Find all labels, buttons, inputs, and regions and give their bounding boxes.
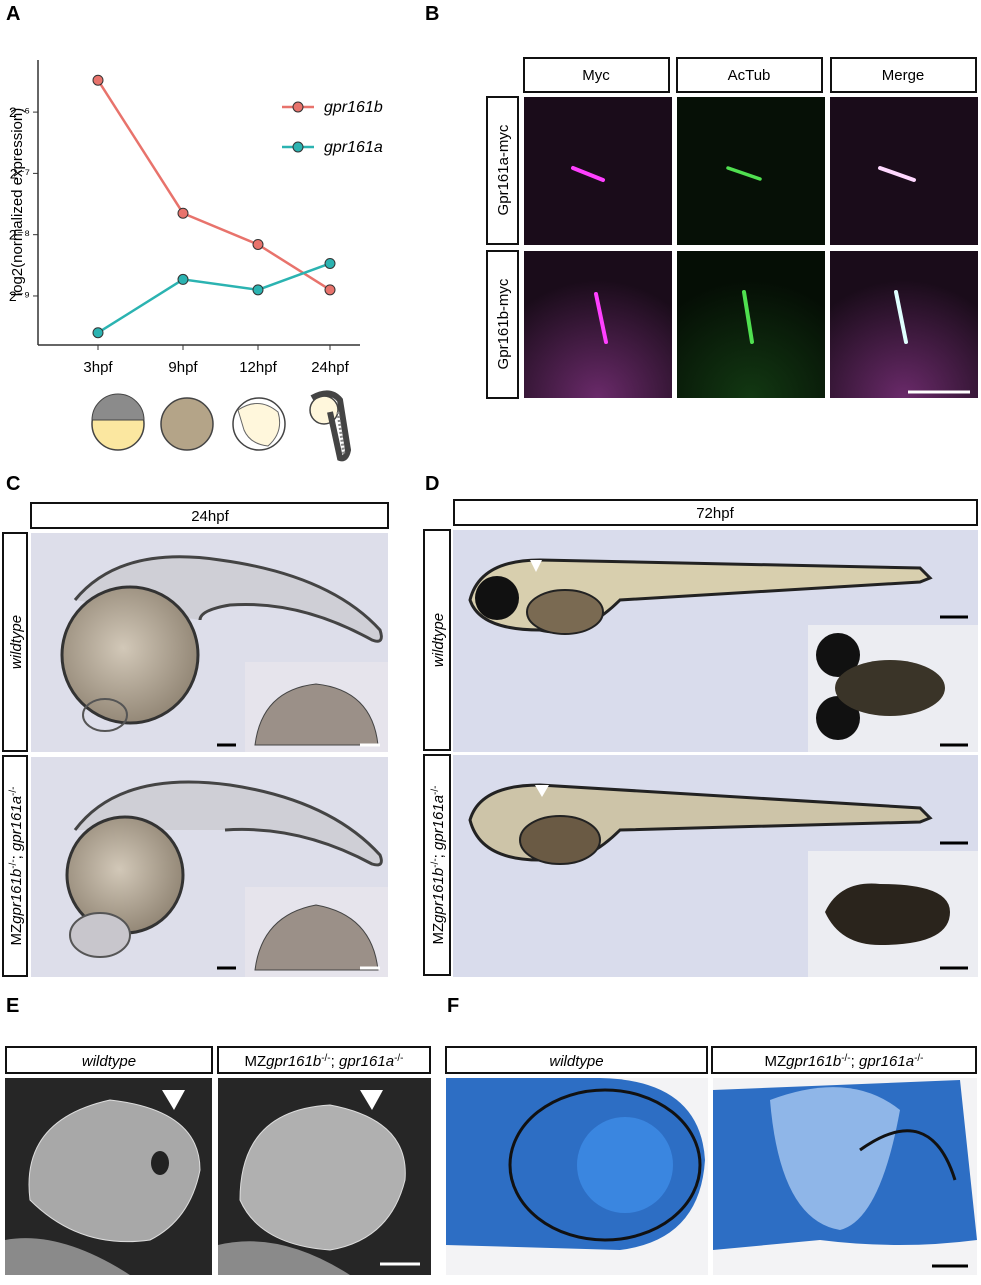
label-part: wildtype (549, 1053, 603, 1070)
row-label: wildtype (8, 615, 25, 669)
column-header: MZgpr161b-/-; gpr161a-/- (244, 1053, 403, 1071)
data-point (177, 273, 189, 285)
panel-label: F (447, 995, 459, 1017)
label-box (423, 529, 451, 751)
legend-dot (292, 141, 304, 153)
label-part: ; (331, 1053, 339, 1070)
label-part: wildtype (8, 615, 25, 669)
column-header: AcTub (728, 67, 771, 84)
y-tick-label: 2⁻⁷ (10, 165, 30, 181)
label-part: gpr161a (430, 795, 447, 850)
label-part: MZ (8, 924, 25, 946)
data-point (324, 257, 336, 269)
label-box (486, 96, 519, 245)
label-box (5, 1046, 213, 1074)
label-box (445, 1046, 708, 1074)
label-part: wildtype (430, 613, 447, 667)
y-axis-label: log2(normalized expression) (9, 108, 26, 296)
legend-label: gpr161a (324, 139, 383, 156)
histology-images (446, 1078, 977, 1275)
row-label: MZgpr161b-/-; gpr161a-/- (430, 785, 448, 944)
label-box (711, 1046, 977, 1074)
y-tick-label: 2⁻⁶ (9, 104, 30, 120)
legend-label: gpr161b (324, 99, 383, 116)
stage-icons (91, 390, 352, 462)
row-label: wildtype (430, 613, 447, 667)
embryo-24hpf-images (31, 533, 388, 977)
column-header: MZgpr161b-/-; gpr161a-/- (764, 1053, 923, 1071)
column-header: wildtype (82, 1053, 136, 1070)
panel-label: E (6, 995, 19, 1017)
larva-72hpf-images (453, 530, 978, 977)
label-part: MZ (430, 923, 447, 945)
x-tick-label: 24hpf (311, 359, 349, 376)
data-point (177, 207, 189, 219)
label-part: ; (851, 1053, 859, 1070)
label-part: gpr161a (8, 796, 25, 851)
label-part: gpr161a (859, 1053, 914, 1070)
label-part: -/- (321, 1053, 330, 1064)
data-point (252, 284, 264, 296)
data-point (92, 327, 104, 339)
legend-dot (292, 101, 304, 113)
data-point (92, 74, 104, 86)
row-label: MZgpr161b-/-; gpr161a-/- (8, 786, 26, 945)
label-part: MZ (764, 1053, 786, 1070)
label-box (486, 250, 519, 399)
label-part: gpr161b (8, 869, 25, 924)
label-part: -/- (430, 858, 441, 867)
y-tick-label: 2⁻⁸ (9, 227, 30, 243)
x-tick-label: 12hpf (239, 359, 277, 376)
label-part: gpr161b (266, 1053, 321, 1070)
label-box (2, 755, 28, 977)
column-header: wildtype (549, 1053, 603, 1070)
label-part: ; (430, 850, 447, 858)
sem-images (5, 1078, 431, 1275)
panel-header: 24hpf (191, 508, 229, 525)
label-part: -/- (8, 859, 19, 868)
label-part: gpr161a (339, 1053, 394, 1070)
y-tick-label: 2⁻⁹ (9, 288, 30, 304)
row-label: Gpr161a-myc (495, 124, 512, 215)
column-header: Merge (882, 67, 925, 84)
label-part: MZ (244, 1053, 266, 1070)
series-line (96, 79, 331, 291)
series-line (97, 262, 331, 334)
label-box (217, 1046, 431, 1074)
label-box (30, 502, 389, 529)
label-part: gpr161b (786, 1053, 841, 1070)
x-tick-label: 3hpf (83, 359, 113, 376)
label-part: gpr161b (430, 868, 447, 923)
panel-label: B (425, 3, 439, 25)
label-part: -/- (394, 1053, 403, 1064)
x-tick-label: 9hpf (168, 359, 198, 376)
label-part: -/- (914, 1053, 923, 1064)
label-box (453, 499, 978, 526)
label-part: wildtype (82, 1053, 136, 1070)
row-label: Gpr161b-myc (495, 278, 512, 369)
label-box (2, 532, 28, 752)
data-point (252, 238, 264, 250)
panel-label: D (425, 473, 439, 495)
panel-label: A (6, 3, 20, 25)
label-part: -/- (430, 785, 441, 794)
column-header: Myc (582, 67, 610, 84)
label-box (830, 57, 977, 93)
label-box (423, 754, 451, 976)
panel-label: C (6, 473, 20, 495)
label-part: -/- (841, 1053, 850, 1064)
immunofluorescence-images (524, 97, 978, 398)
panel-header: 72hpf (696, 505, 734, 522)
label-part: ; (8, 851, 25, 859)
label-box (676, 57, 823, 93)
data-point (324, 284, 336, 296)
label-box (523, 57, 670, 93)
label-part: -/- (8, 786, 19, 795)
